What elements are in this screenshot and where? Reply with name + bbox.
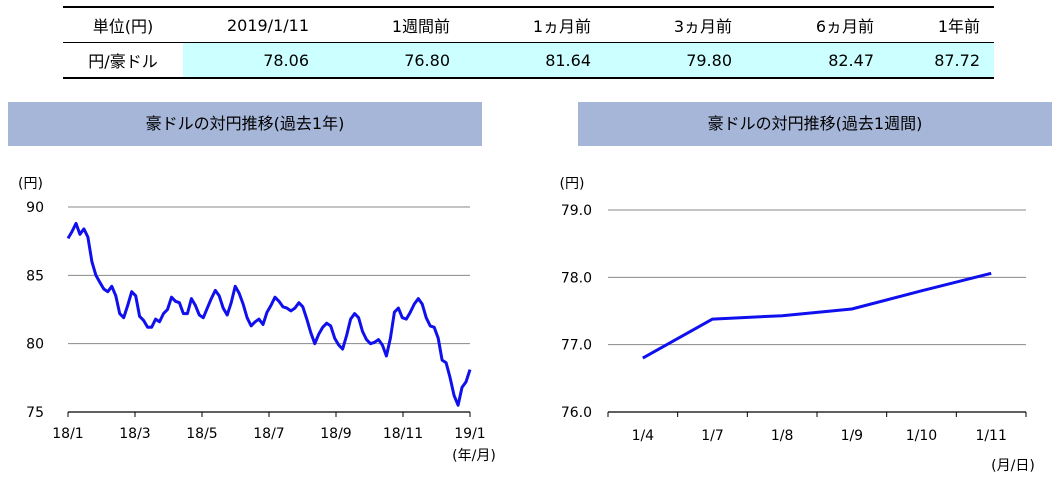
x-tick-label: 18/9 (320, 426, 351, 442)
y-tick-label: 90 (26, 200, 44, 216)
value-1month: 81.64 (464, 42, 605, 79)
x-tick-label: 1/7 (701, 428, 724, 444)
chart-1year-ylabel: (円) (18, 176, 43, 192)
value-3month: 79.80 (605, 42, 746, 79)
x-tick-label: 18/7 (253, 426, 284, 442)
x-tick-label: 18/5 (186, 426, 217, 442)
x-tick-label: 1/11 (975, 428, 1006, 444)
value-1year: 87.72 (888, 42, 994, 79)
y-tick-label: 78.0 (561, 270, 592, 286)
table-header-row: 単位(円) 2019/1/11 1週間前 1ヵ月前 3ヵ月前 6ヵ月前 1年前 (63, 6, 994, 43)
x-tick-label: 1/4 (632, 428, 655, 444)
header-1year: 1年前 (888, 6, 994, 43)
chart-1year-title: 豪ドルの対円推移(過去1年) (8, 102, 482, 146)
series-line-1year (66, 221, 472, 407)
x-tick-label: 1/9 (841, 428, 864, 444)
header-6month: 6ヵ月前 (746, 6, 888, 43)
chart-1week: 79.0 78.0 77.0 76.0 1/4 1/7 1/8 1/9 1/10 1/11 (561, 203, 1027, 444)
header-date: 2019/1/11 (183, 6, 323, 43)
header-unit: 単位(円) (63, 6, 183, 43)
header-3month: 3ヵ月前 (605, 6, 746, 43)
y-tick-label: 76.0 (561, 405, 592, 421)
chart-1year: 90 85 80 75 18/1 18/3 18/5 18/7 18/9 18/11 19/1 (26, 200, 486, 442)
value-current: 78.06 (183, 42, 323, 79)
x-tick-label: 1/8 (771, 428, 794, 444)
row-label: 円/豪ドル (63, 42, 183, 79)
x-tick-label: 1/10 (906, 428, 937, 444)
x-tick-label: 18/3 (119, 426, 150, 442)
header-1week: 1週間前 (323, 6, 464, 43)
chart-1week-title: 豪ドルの対円推移(過去1週間) (578, 102, 1052, 146)
x-tick-label: 18/11 (383, 426, 423, 442)
x-tick-label: 18/1 (52, 426, 83, 442)
header-1month: 1ヵ月前 (464, 6, 605, 43)
chart-1year-xlabel: (年/月) (452, 448, 496, 464)
y-tick-label: 85 (26, 268, 44, 284)
table-row: 円/豪ドル 78.06 76.80 81.64 79.80 82.47 87.7… (63, 42, 994, 79)
series-line-1week (642, 271, 992, 360)
y-tick-label: 77.0 (561, 338, 592, 354)
rate-table: 単位(円) 2019/1/11 1週間前 1ヵ月前 3ヵ月前 6ヵ月前 1年前 … (63, 6, 994, 79)
y-tick-label: 80 (26, 337, 44, 353)
chart-1week-ylabel: (円) (560, 176, 585, 192)
value-6month: 82.47 (746, 42, 888, 79)
x-tick-label: 19/1 (454, 426, 485, 442)
y-tick-label: 75 (26, 405, 44, 421)
chart-1week-xlabel: (月/日) (991, 458, 1035, 474)
y-tick-label: 79.0 (561, 203, 592, 219)
value-1week: 76.80 (323, 42, 464, 79)
